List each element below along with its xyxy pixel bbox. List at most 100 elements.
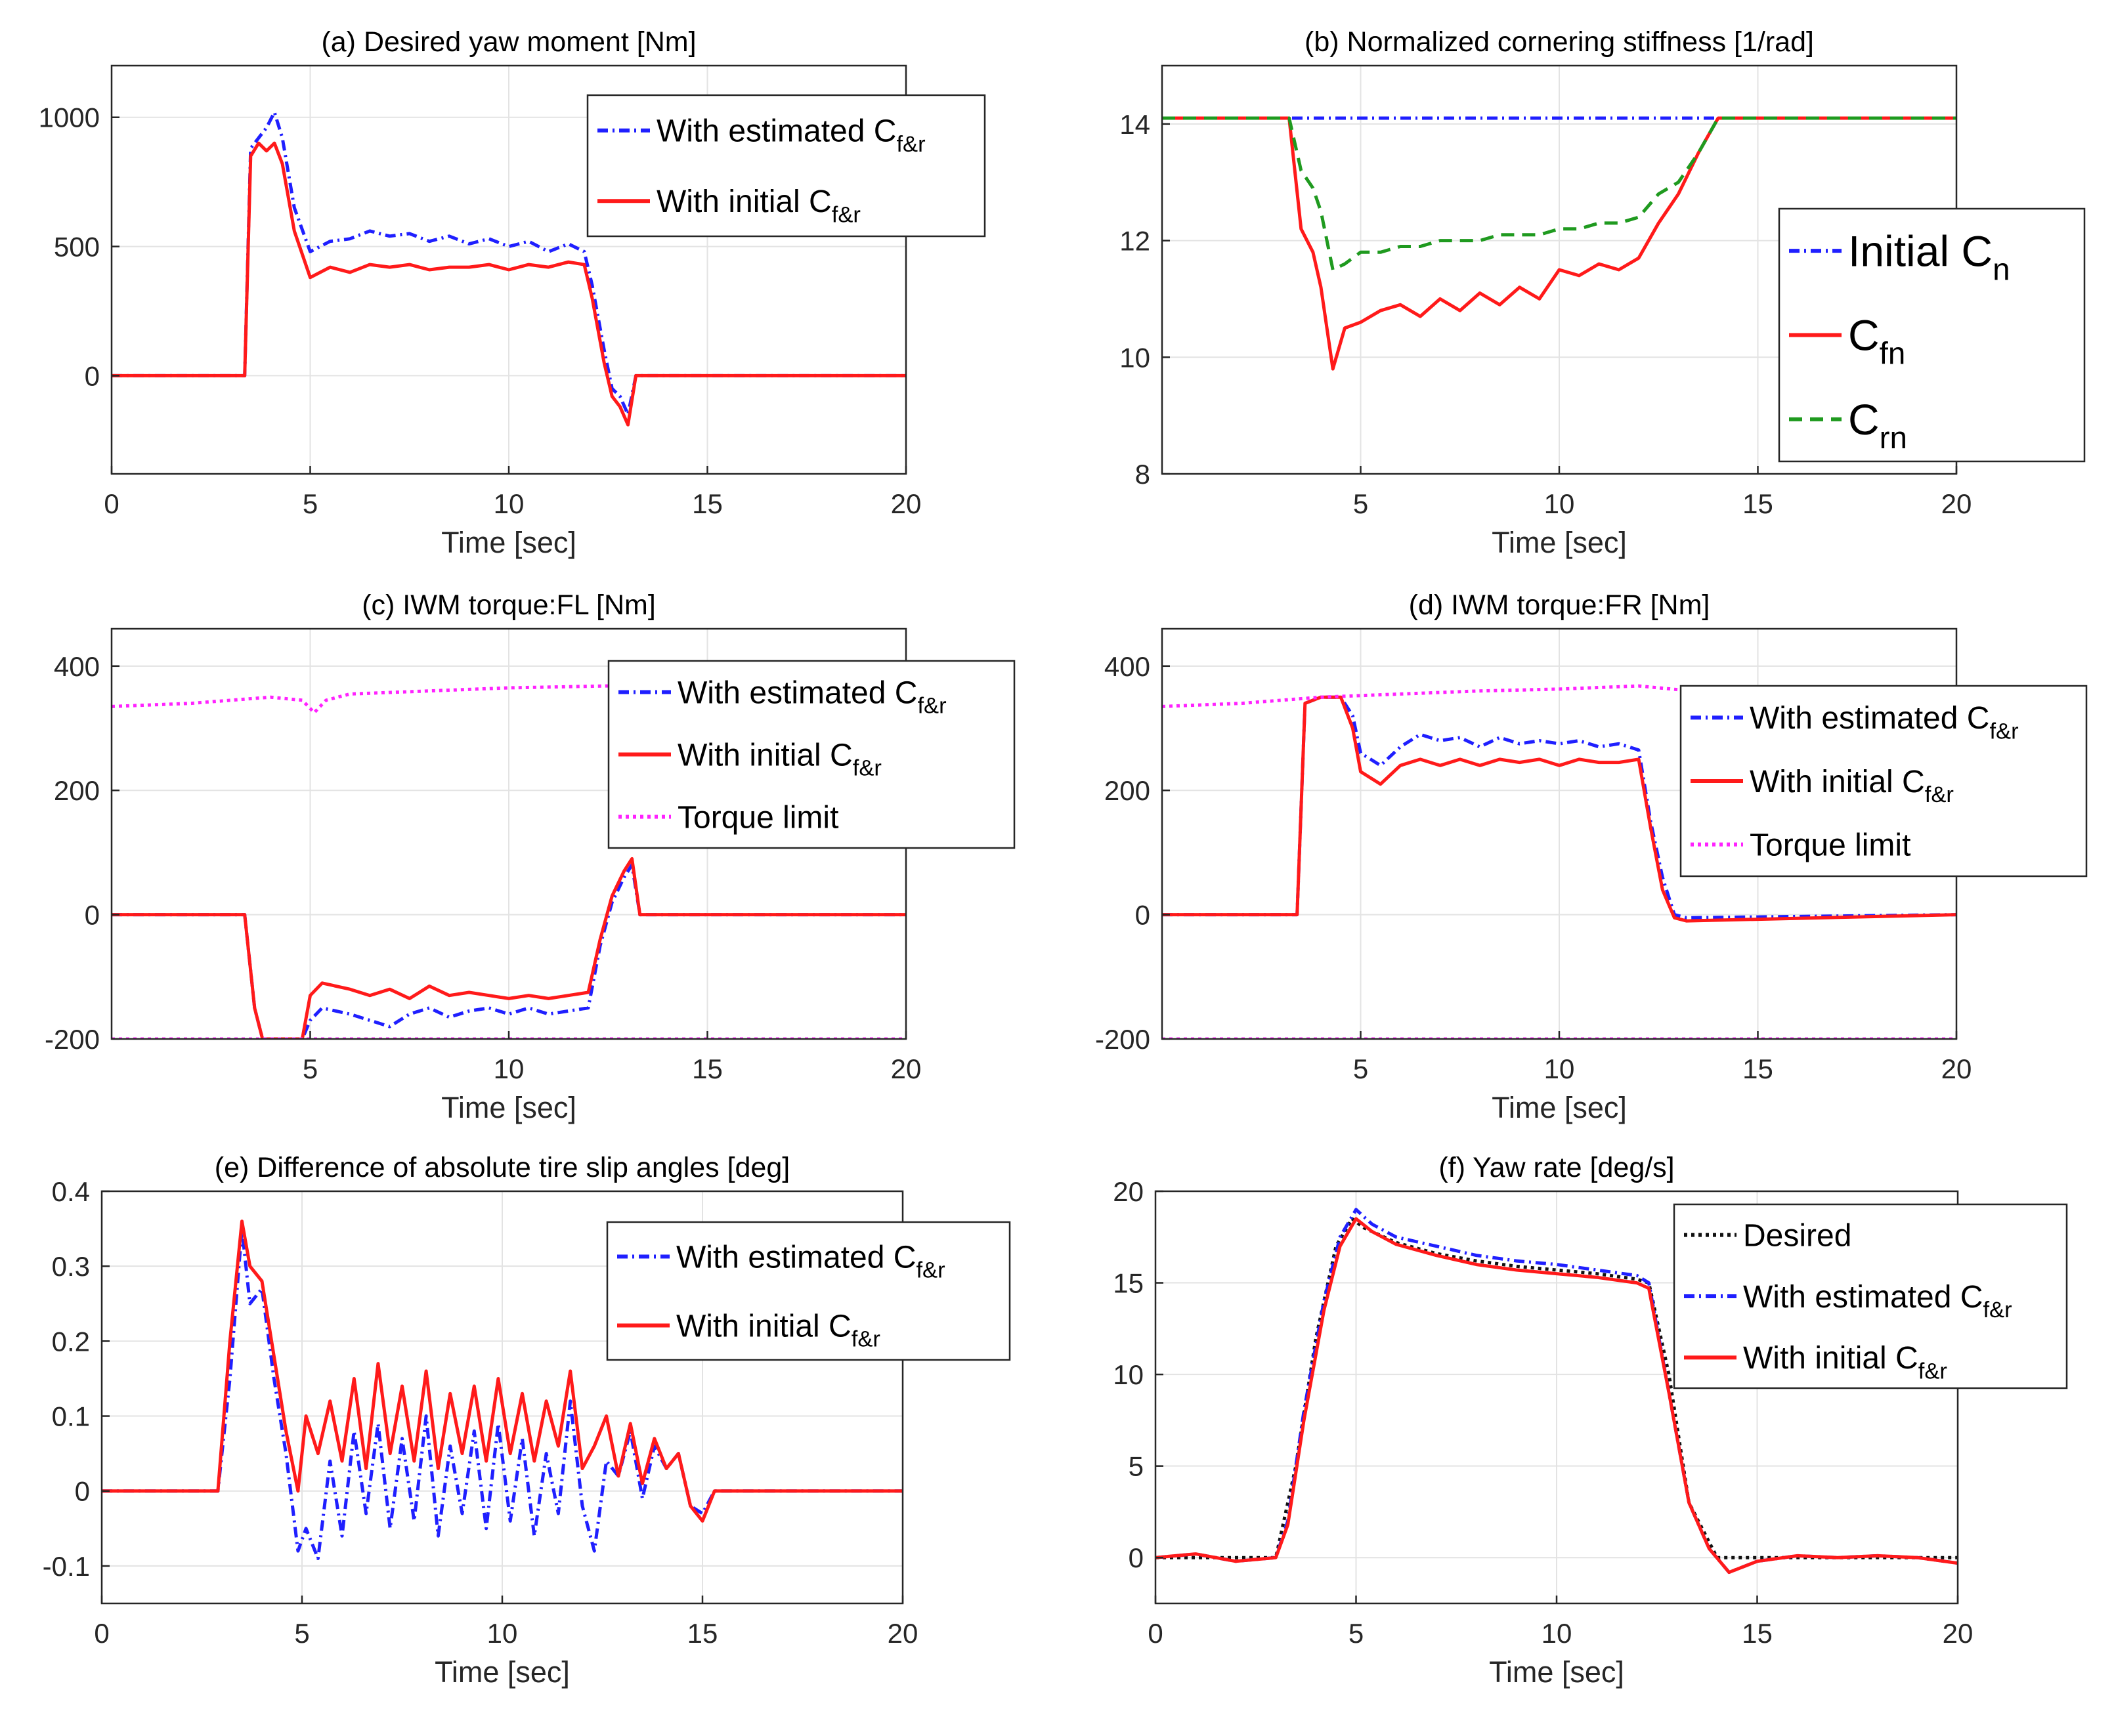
legend: With estimated Cf&r With initial Cf&r [606,1221,1011,1361]
x-axis-label: Time [sec] [1492,1091,1627,1124]
x-tick-label: 5 [303,488,318,519]
legend-label: Desired [1743,1218,1851,1253]
series-line-3 [1162,684,1956,708]
legend-label: With estimated Cf&r [1743,1280,2012,1323]
x-tick-label: 10 [1544,1053,1575,1084]
chart-panel-f: 0 5 10 15 20 0 5 10 15 20 (f) Yaw rate [deg/s] Time… [1113,1152,2068,1689]
x-tick-label: 5 [1353,1053,1368,1084]
y-tick-label: -200 [45,1024,100,1055]
y-tick-label: 0.2 [52,1326,90,1357]
series-line-3 [1155,1217,1958,1575]
chart-panel-a: 0 5 10 15 20 0 500 1000 (a) Desired yaw moment [… [39,26,986,559]
legend: Desired With estimated Cf&r With initial C… [1673,1203,2068,1389]
x-axis-label: Time [sec] [441,526,576,559]
y-tick-label: 0.4 [52,1176,90,1207]
legend-label: With estimated Cf&r [657,114,926,157]
chart-panel-e: 0 5 10 15 20 -0.1 0 0.1 0.2 0.3 0.4 (e) Difference … [43,1152,1011,1689]
legend: With estimated Cf&r With initial Cf&r Torq… [607,660,1016,849]
y-tick-label: 10 [1113,1359,1144,1390]
x-tick-label: 10 [1542,1618,1572,1649]
x-tick-label: 15 [1742,1053,1773,1084]
y-tick-label: 0 [85,360,100,391]
series-line-2 [1162,116,1956,371]
series-line-2 [112,141,906,427]
y-tick-label: 500 [54,232,100,263]
y-tick-label: 200 [54,775,100,806]
chart-title: (b) Normalized cornering stiffness [1/ra… [1305,26,1814,58]
x-tick-label: 5 [1353,488,1368,519]
y-tick-label: 14 [1119,109,1150,140]
y-tick-label: 5 [1129,1451,1144,1482]
legend-box [586,94,986,238]
x-tick-label: 20 [891,488,922,519]
legend-box [1679,685,2088,878]
x-axis-label: Time [sec] [1492,526,1627,559]
y-tick-label: 15 [1113,1268,1144,1299]
x-tick-label: 15 [1742,488,1773,519]
x-tick-label: 0 [94,1618,109,1649]
y-tick-label: 12 [1119,226,1150,257]
chart-title: (c) IWM torque:FL [Nm] [362,589,656,621]
y-tick-label: 20 [1113,1176,1144,1207]
series-line-1 [112,863,906,1039]
x-tick-label: 15 [692,488,723,519]
y-tick-label: 400 [1104,651,1150,682]
legend-label: With initial Cf&r [657,184,861,227]
y-tick-label: -0.1 [43,1551,90,1582]
chart-panel-d: 5 10 15 20 -200 0 200 400 (d) IWM torque:FR [Nm]… [1095,589,2088,1124]
x-tick-label: 20 [1941,488,1972,519]
series-line-1 [1155,1217,1958,1559]
legend: Initial Cn Cfn Crn [1778,207,2086,463]
y-tick-label: 1000 [39,102,100,133]
chart-panel-c: 5 10 15 20 -200 0 200 400 (c) IWM torque:FL [Nm]… [45,589,1016,1124]
chart-title: (e) Difference of absolute tire slip ang… [215,1152,790,1183]
legend-label: With estimated Cf&r [1750,701,2019,744]
y-tick-label: 0 [85,900,100,931]
legend-box [606,1221,1011,1361]
x-tick-label: 20 [1943,1618,1974,1649]
y-tick-label: 200 [1104,775,1150,806]
y-tick-label: 0.3 [52,1251,90,1282]
x-tick-label: 0 [1148,1618,1163,1649]
series-line-3 [112,684,906,715]
chart-panel-b: 5 10 15 20 8 10 12 14 (b) Normalized cornering s… [1119,26,2086,559]
series-line-1 [102,1227,903,1560]
y-tick-label: 0.1 [52,1401,90,1432]
legend-box [607,660,1016,849]
series-line-2 [102,1219,903,1523]
legend-label: With initial Cf&r [1743,1341,1947,1384]
x-tick-label: 10 [494,1053,525,1084]
legend-label: With initial Cf&r [1750,765,1954,807]
legend-label: Torque limit [1750,828,1910,862]
x-tick-label: 5 [294,1618,309,1649]
legend-label: Torque limit [678,800,838,835]
legend-label: Crn [1848,395,1907,455]
x-tick-label: 15 [692,1053,723,1084]
x-axis-label: Time [sec] [441,1091,576,1124]
legend: With estimated Cf&r With initial Cf&r Torq… [1679,685,2088,878]
x-tick-label: 0 [104,488,119,519]
y-tick-label: 0 [75,1476,90,1507]
legend-label: With estimated Cf&r [676,1240,945,1282]
legend: With estimated Cf&r With initial Cf&r [586,94,986,238]
x-tick-label: 20 [1941,1053,1972,1084]
y-tick-label: -200 [1095,1024,1150,1055]
series-line-2 [112,857,906,1039]
y-tick-label: 0 [1135,900,1150,931]
chart-title: (d) IWM torque:FR [Nm] [1409,589,1710,621]
x-tick-label: 20 [891,1053,922,1084]
y-tick-label: 10 [1119,342,1150,373]
legend-label: Initial Cn [1848,226,2010,287]
x-tick-label: 10 [487,1618,518,1649]
series-line-2 [1162,695,1956,923]
legend-label: With initial Cf&r [676,1309,880,1351]
x-axis-label: Time [sec] [1489,1655,1624,1689]
x-tick-label: 20 [888,1618,918,1649]
legend-label: With initial Cf&r [678,738,882,780]
x-tick-label: 10 [494,488,525,519]
y-tick-label: 400 [54,651,100,682]
chart-title: (f) Yaw rate [deg/s] [1438,1152,1674,1183]
x-tick-label: 5 [303,1053,318,1084]
legend-box [1673,1203,2068,1389]
